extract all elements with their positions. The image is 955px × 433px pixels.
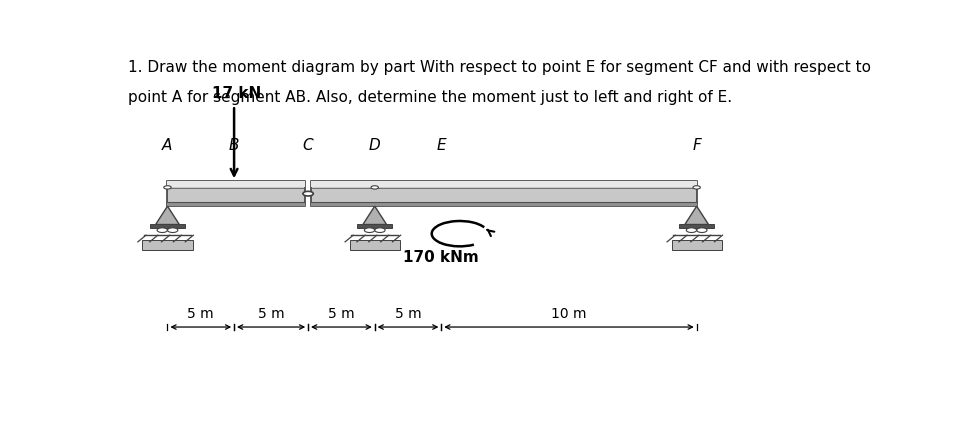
Text: E: E <box>436 138 446 153</box>
Text: 5 m: 5 m <box>329 307 354 321</box>
Circle shape <box>374 228 385 233</box>
Circle shape <box>167 228 178 233</box>
Text: 5 m: 5 m <box>187 307 214 321</box>
Bar <box>671 240 722 249</box>
Polygon shape <box>685 206 709 224</box>
Bar <box>150 224 185 228</box>
Bar <box>167 203 306 206</box>
Text: B: B <box>229 138 240 153</box>
Text: point A for segment AB. Also, determine the moment just to left and right of E.: point A for segment AB. Also, determine … <box>128 90 732 105</box>
Circle shape <box>164 186 171 189</box>
Text: 170 kNm: 170 kNm <box>403 249 479 265</box>
Bar <box>311 181 697 187</box>
Bar <box>142 240 193 249</box>
Text: A: A <box>162 138 173 153</box>
Text: F: F <box>692 138 701 153</box>
Text: 17 kN: 17 kN <box>212 86 261 101</box>
Bar <box>350 240 400 249</box>
Bar <box>679 224 714 228</box>
Text: D: D <box>369 138 381 153</box>
Bar <box>311 181 697 206</box>
Text: 10 m: 10 m <box>551 307 586 321</box>
Bar <box>357 224 393 228</box>
Text: C: C <box>303 138 313 153</box>
Circle shape <box>687 228 696 233</box>
Bar <box>167 181 306 187</box>
Polygon shape <box>156 206 180 224</box>
Circle shape <box>697 228 707 233</box>
Bar <box>311 203 697 206</box>
Circle shape <box>364 228 374 233</box>
Circle shape <box>693 186 700 189</box>
Polygon shape <box>363 206 387 224</box>
Circle shape <box>303 191 313 196</box>
Text: 5 m: 5 m <box>394 307 421 321</box>
Bar <box>167 181 306 206</box>
Text: 5 m: 5 m <box>258 307 285 321</box>
Circle shape <box>371 186 378 189</box>
Circle shape <box>157 228 167 233</box>
Text: 1. Draw the moment diagram by part With respect to point E for segment CF and wi: 1. Draw the moment diagram by part With … <box>128 60 871 75</box>
